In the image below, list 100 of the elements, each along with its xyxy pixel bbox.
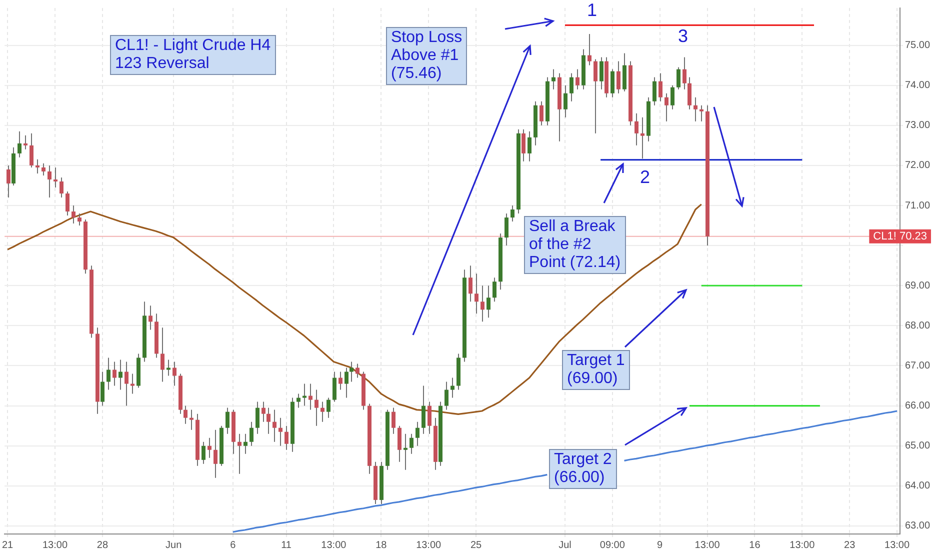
candlestick bbox=[160, 327, 164, 382]
candlestick bbox=[308, 383, 312, 410]
annotation: Target 1 (69.00) bbox=[562, 350, 630, 390]
candlestick bbox=[344, 367, 348, 398]
candlestick bbox=[314, 389, 318, 426]
y-tick-label: 71.00 bbox=[905, 200, 930, 212]
candlestick bbox=[320, 401, 324, 422]
candlestick bbox=[48, 164, 52, 198]
candlestick bbox=[296, 393, 300, 408]
x-tick-label: 28 bbox=[96, 540, 108, 550]
x-tick-label: 13:00 bbox=[416, 540, 442, 550]
candlestick bbox=[594, 58, 598, 134]
candlestick bbox=[100, 371, 104, 406]
x-tick-label: 11 bbox=[281, 540, 292, 550]
candlestick bbox=[130, 373, 134, 394]
candlestick bbox=[148, 305, 152, 330]
candlestick bbox=[392, 407, 396, 434]
candlestick bbox=[24, 134, 28, 150]
y-tick-label: 65.00 bbox=[905, 440, 930, 452]
candlestick bbox=[570, 72, 574, 102]
candlestick bbox=[676, 66, 680, 90]
x-tick-label: 6 bbox=[230, 540, 236, 550]
candlestick bbox=[428, 401, 432, 434]
candlestick bbox=[640, 116, 644, 160]
candlestick bbox=[422, 385, 426, 434]
candlestick bbox=[486, 285, 490, 318]
annotation: CL1! - Light Crude H4 123 Reversal bbox=[110, 35, 276, 75]
candlestick bbox=[474, 273, 478, 314]
y-tick-label: 64.00 bbox=[905, 480, 930, 492]
y-tick-label: 66.00 bbox=[905, 400, 930, 412]
x-tick-label: 18 bbox=[376, 540, 388, 550]
annotation: 1 bbox=[587, 0, 598, 20]
y-tick-label: 68.00 bbox=[905, 320, 930, 332]
candlestick bbox=[6, 164, 10, 198]
candlestick bbox=[124, 361, 128, 406]
x-tick-label: 13:00 bbox=[42, 540, 68, 550]
x-tick-label: 21 bbox=[2, 540, 14, 550]
candlestick bbox=[664, 92, 668, 122]
candlestick bbox=[564, 84, 568, 118]
candlestick bbox=[166, 359, 170, 376]
candlestick bbox=[410, 433, 414, 454]
y-tick-label: 69.00 bbox=[905, 280, 930, 292]
candlestick bbox=[60, 176, 64, 198]
candlestick bbox=[266, 407, 270, 434]
candlestick bbox=[112, 361, 116, 386]
candlestick bbox=[66, 190, 70, 216]
x-tick-label: 13:00 bbox=[790, 540, 816, 550]
candlestick bbox=[510, 205, 514, 222]
candlestick bbox=[202, 441, 206, 464]
y-tick-label: 73.00 bbox=[905, 120, 930, 132]
candlestick bbox=[610, 68, 614, 98]
candlestick bbox=[700, 104, 704, 122]
candlestick bbox=[106, 357, 110, 390]
candlestick bbox=[184, 405, 188, 424]
candlestick bbox=[244, 433, 248, 454]
candlestick bbox=[250, 421, 254, 446]
candlestick bbox=[658, 72, 662, 102]
candlestick bbox=[356, 363, 360, 378]
annotation: 2 bbox=[640, 167, 650, 188]
candlestick bbox=[278, 417, 282, 446]
x-tick-label: 09:00 bbox=[600, 540, 626, 550]
candlestick bbox=[172, 361, 176, 386]
candlestick bbox=[118, 359, 122, 390]
candlestick bbox=[30, 132, 34, 168]
candlestick bbox=[262, 401, 266, 422]
candlestick bbox=[480, 285, 484, 322]
candlestick bbox=[616, 60, 620, 94]
candlestick bbox=[688, 76, 692, 110]
x-tick-label: Jul bbox=[558, 540, 572, 550]
candlestick bbox=[634, 112, 638, 146]
candlestick bbox=[78, 213, 82, 226]
x-tick-label: 16 bbox=[749, 540, 761, 550]
candlestick bbox=[326, 397, 330, 418]
x-tick-label: 9 bbox=[657, 540, 664, 550]
candlestick bbox=[522, 128, 526, 162]
x-tick-label: 13:00 bbox=[884, 540, 910, 550]
candlestick bbox=[18, 130, 22, 158]
candlestick bbox=[72, 205, 76, 224]
candlestick bbox=[670, 84, 674, 110]
candlestick bbox=[588, 34, 592, 66]
candlestick bbox=[42, 162, 46, 176]
annotation: 3 bbox=[678, 26, 688, 46]
candlestick bbox=[256, 401, 260, 434]
x-tick-label: 13:00 bbox=[694, 540, 720, 550]
candlestick bbox=[284, 425, 288, 450]
candlestick bbox=[54, 166, 58, 188]
y-tick-label: 74.00 bbox=[905, 80, 930, 92]
y-tick-label: 72.00 bbox=[905, 160, 930, 172]
annotation: Sell a Break of the #2 Point (72.14) bbox=[524, 216, 626, 274]
candlestick bbox=[272, 409, 276, 442]
candlestick bbox=[332, 371, 336, 402]
candlestick bbox=[552, 68, 556, 90]
candlestick bbox=[190, 409, 194, 430]
candlestick bbox=[214, 429, 218, 478]
candlestick bbox=[504, 213, 508, 246]
candlestick bbox=[492, 277, 496, 302]
candlestick bbox=[398, 425, 402, 462]
candlestick bbox=[540, 100, 544, 126]
ref-line-label: CL1! 70.23 bbox=[873, 230, 928, 242]
annotation: Stop Loss Above #1 (75.46) bbox=[386, 27, 468, 85]
